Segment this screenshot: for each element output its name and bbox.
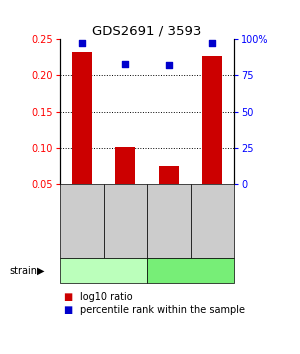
Text: log10 ratio: log10 ratio — [80, 292, 132, 302]
Bar — [202, 56, 222, 184]
Point — [210, 40, 215, 46]
Bar — [72, 52, 92, 184]
Text: GSM175765: GSM175765 — [208, 196, 217, 247]
Bar — [116, 147, 135, 184]
Text: strain: strain — [9, 266, 37, 276]
Text: GSM175764: GSM175764 — [164, 196, 173, 247]
Point — [123, 61, 128, 67]
Title: GDS2691 / 3593: GDS2691 / 3593 — [92, 25, 202, 38]
Text: GSM176606: GSM176606 — [77, 196, 86, 247]
Text: wild type: wild type — [81, 266, 126, 276]
Text: dominant negative: dominant negative — [148, 266, 233, 275]
Text: ■: ■ — [63, 305, 72, 315]
Text: GSM176611: GSM176611 — [121, 196, 130, 247]
Text: percentile rank within the sample: percentile rank within the sample — [80, 305, 244, 315]
Bar — [159, 166, 178, 184]
Text: ▶: ▶ — [37, 266, 44, 276]
Text: ■: ■ — [63, 292, 72, 302]
Point — [166, 62, 171, 68]
Point — [79, 40, 84, 46]
